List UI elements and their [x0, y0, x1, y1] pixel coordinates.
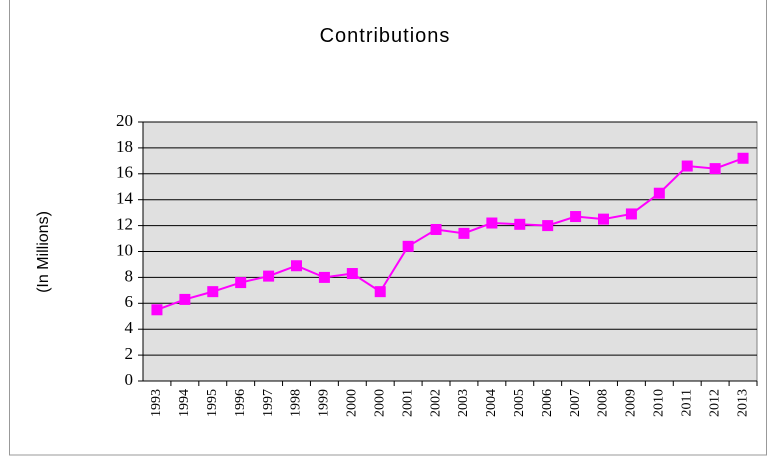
- x-tick-label: 2007: [568, 389, 583, 417]
- y-tick-label: 2: [125, 344, 134, 363]
- data-point: [598, 213, 609, 225]
- data-point: [207, 286, 219, 298]
- data-point: [486, 217, 498, 229]
- x-tick-label: 2009: [624, 389, 639, 417]
- x-tick-label: 2002: [428, 389, 443, 417]
- x-tick-label: 2012: [707, 389, 722, 417]
- y-tick-label: 14: [116, 189, 134, 208]
- data-point: [291, 260, 302, 272]
- data-point: [402, 240, 414, 252]
- x-tick-label: 2008: [596, 389, 611, 417]
- data-point: [346, 268, 358, 280]
- data-point: [151, 304, 163, 316]
- data-point: [709, 163, 721, 175]
- y-tick-label: 18: [116, 137, 133, 156]
- y-tick-label: 10: [116, 240, 133, 259]
- data-point: [570, 211, 582, 223]
- y-tick-label: 6: [125, 292, 134, 311]
- data-line: [156, 157, 744, 311]
- data-point: [514, 218, 526, 230]
- x-tick-label: 2005: [512, 389, 527, 417]
- x-tick-label: 2000: [372, 389, 387, 417]
- x-tick-label: 2011: [679, 389, 694, 416]
- x-tick-label: 2001: [400, 389, 415, 417]
- x-tick-label: 1993: [149, 389, 164, 417]
- data-point: [542, 220, 554, 232]
- chart-frame: [9, 0, 767, 456]
- data-point: [318, 271, 330, 283]
- x-tick-label: 1998: [289, 389, 304, 417]
- x-tick-label: 1997: [261, 389, 276, 417]
- x-tick-label: 2004: [484, 389, 499, 417]
- x-tick-label: 2013: [735, 389, 750, 417]
- data-point: [235, 277, 247, 289]
- y-tick-label: 20: [116, 111, 133, 130]
- y-tick-label: 4: [125, 318, 134, 337]
- y-axis-label: (In Millions): [35, 211, 52, 293]
- chart-title: Contributions: [320, 25, 451, 47]
- data-point: [625, 208, 637, 220]
- y-tick-label: 8: [125, 266, 134, 285]
- data-point: [737, 152, 749, 164]
- data-point: [430, 223, 442, 235]
- data-point: [681, 160, 693, 172]
- data-point: [374, 286, 386, 298]
- data-point: [653, 187, 665, 199]
- x-tick-label: 1996: [233, 389, 248, 417]
- x-tick-label: 2010: [652, 389, 667, 417]
- x-tick-label: 2000: [345, 389, 360, 417]
- x-tick-label: 1995: [205, 389, 220, 417]
- data-point: [263, 270, 275, 282]
- x-tick-label: 2006: [540, 389, 555, 417]
- y-tick-label: 16: [116, 163, 133, 182]
- x-tick-label: 2003: [456, 389, 471, 417]
- x-tick-label: 1999: [317, 389, 332, 417]
- data-point: [458, 227, 470, 239]
- y-tick-label: 12: [116, 215, 133, 234]
- y-tick-label: 0: [125, 370, 134, 389]
- data-point: [179, 293, 191, 305]
- x-tick-label: 1994: [177, 389, 192, 417]
